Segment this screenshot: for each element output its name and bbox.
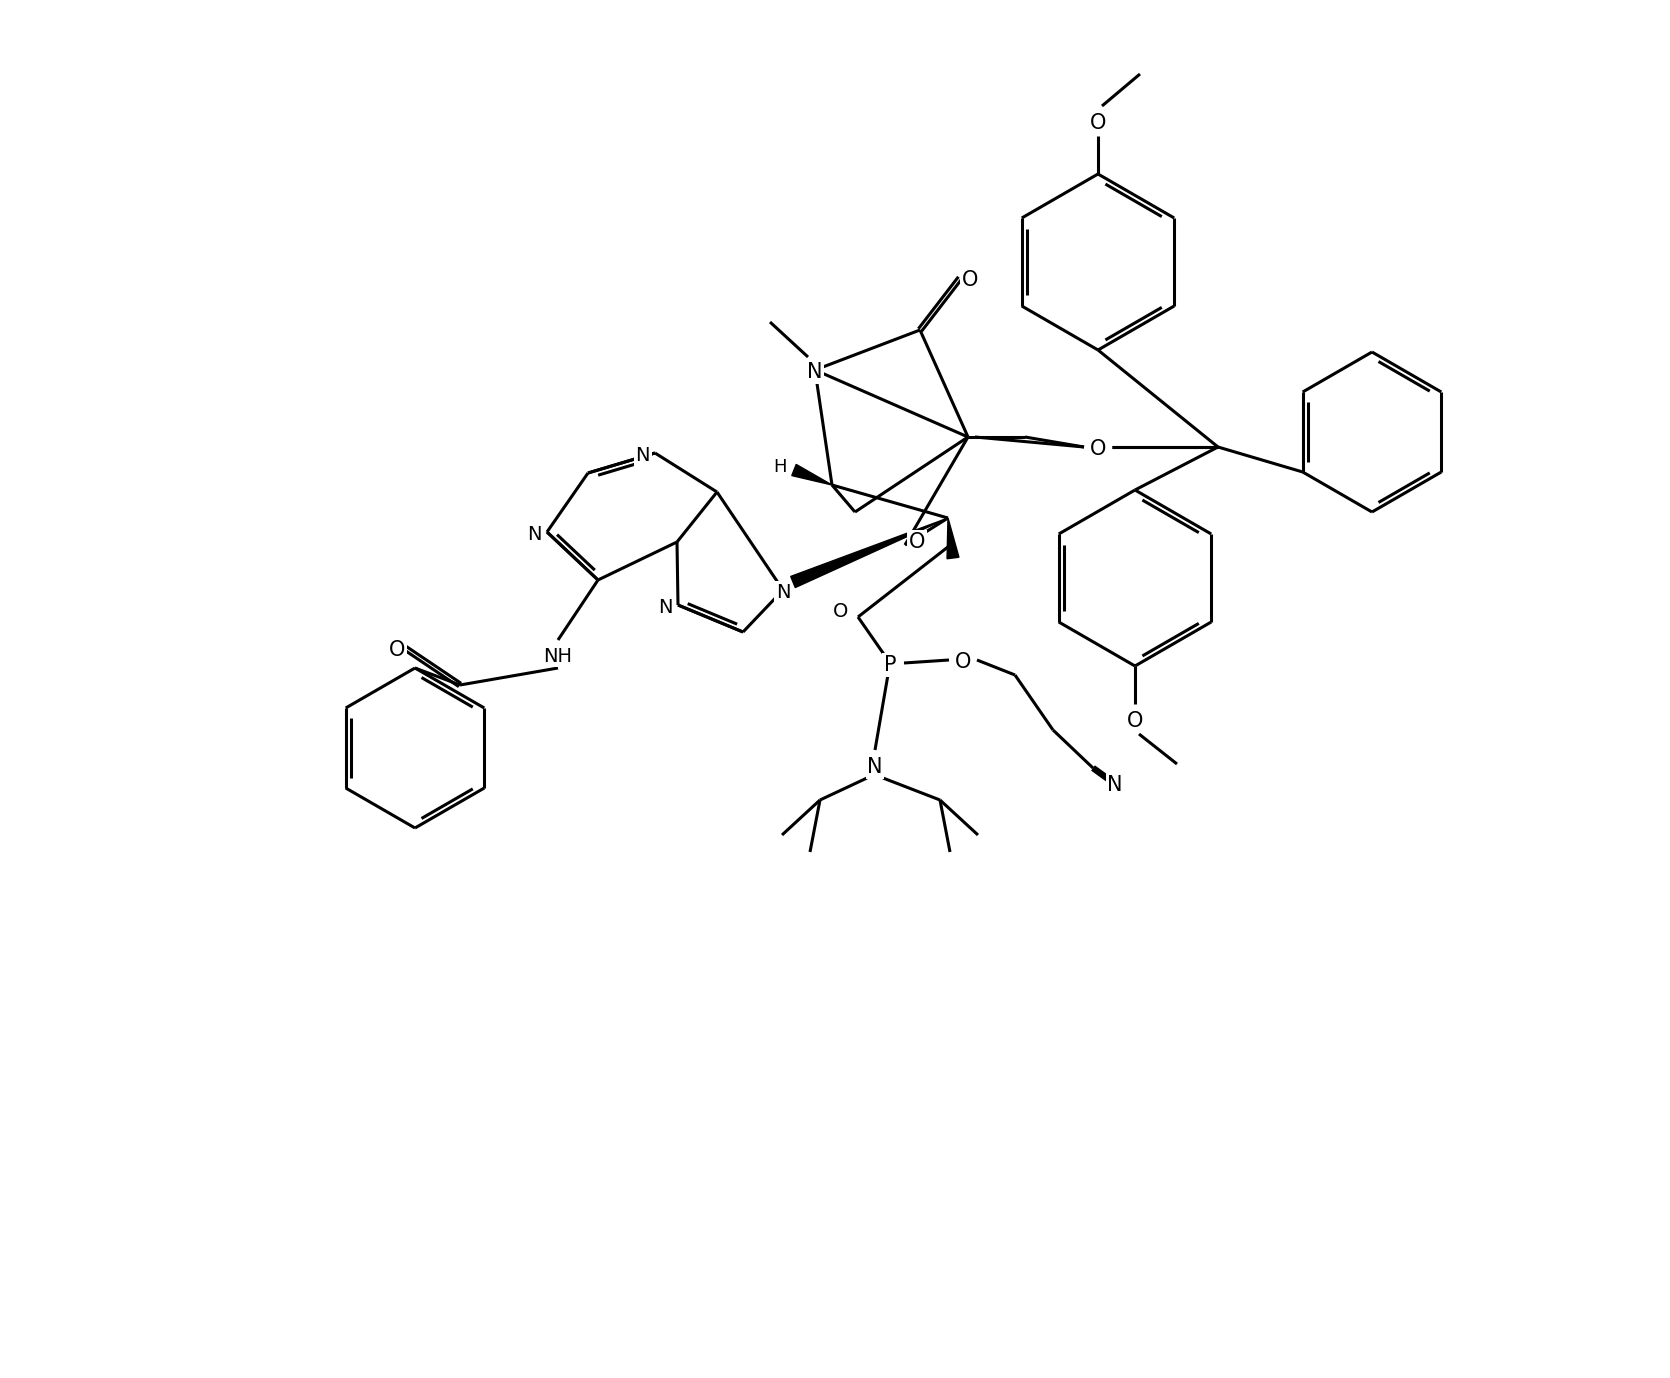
Text: NH: NH — [543, 646, 573, 666]
Text: O: O — [1091, 113, 1106, 134]
Text: O: O — [1091, 440, 1106, 459]
Text: O: O — [389, 639, 406, 660]
Text: N: N — [528, 525, 543, 543]
Text: O: O — [1127, 711, 1144, 730]
Text: O: O — [955, 652, 972, 672]
Text: N: N — [658, 598, 673, 616]
Text: O: O — [962, 270, 979, 289]
Text: N: N — [867, 757, 883, 777]
Text: N: N — [1107, 774, 1122, 795]
Text: N: N — [777, 583, 790, 602]
Polygon shape — [790, 518, 949, 587]
Text: P: P — [883, 655, 897, 675]
Text: O: O — [908, 532, 925, 553]
Text: O: O — [833, 602, 848, 620]
Polygon shape — [792, 464, 832, 485]
Text: N: N — [807, 362, 823, 382]
Text: N: N — [636, 445, 650, 464]
Polygon shape — [947, 518, 959, 558]
Text: H: H — [773, 457, 787, 475]
